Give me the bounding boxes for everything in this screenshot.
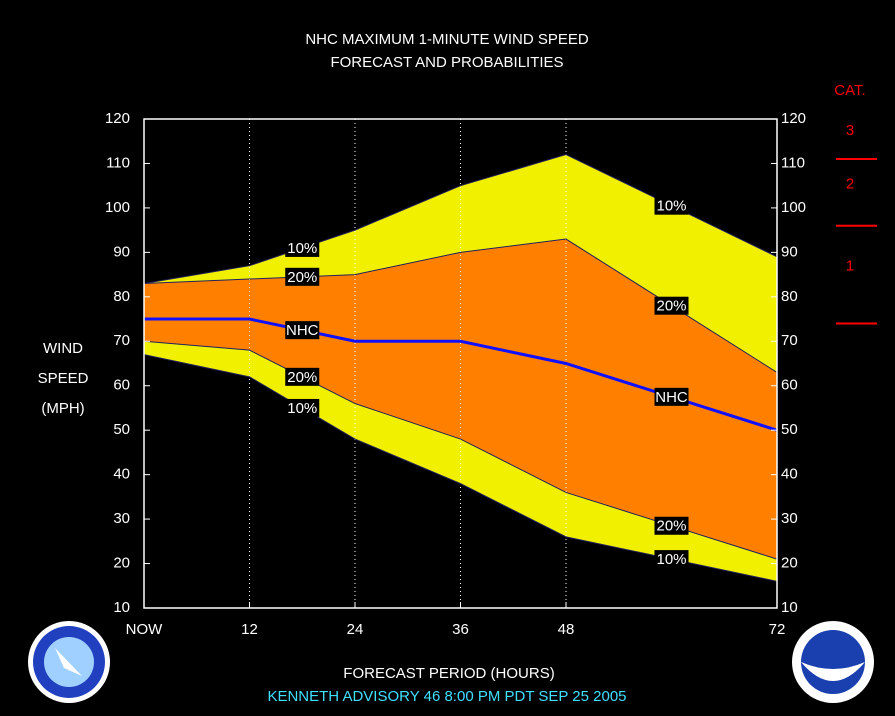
- label-box: [285, 367, 320, 386]
- label-box: [654, 196, 689, 215]
- y2-tick-label: 70: [781, 332, 798, 349]
- y-axis-label: (MPH): [41, 400, 84, 417]
- label-box: [285, 398, 320, 417]
- y-tick-label: 90: [113, 243, 130, 260]
- x-axis-label: FORECAST PERIOD (HOURS): [343, 665, 554, 682]
- series-label: NHC: [655, 389, 688, 406]
- y2-tick-label: 80: [781, 288, 798, 305]
- y2-tick-label: 50: [781, 421, 798, 438]
- y2-tick-label: 60: [781, 377, 798, 394]
- y-axis-label: SPEED: [38, 370, 89, 387]
- series-label: 20%: [656, 518, 686, 535]
- category-label: 2: [846, 175, 854, 192]
- series-label: 10%: [287, 400, 317, 417]
- y-tick-label: 40: [113, 466, 130, 483]
- x-tick-label: 48: [558, 621, 575, 638]
- chart-title: NHC MAXIMUM 1-MINUTE WIND SPEED: [305, 31, 589, 48]
- category-label: 3: [846, 122, 854, 139]
- label-box: [654, 550, 689, 569]
- label-box: [654, 387, 689, 406]
- y-tick-label: 70: [113, 332, 130, 349]
- y-tick-label: 30: [113, 510, 130, 527]
- y2-tick-label: 20: [781, 555, 798, 572]
- y2-tick-label: 90: [781, 243, 798, 260]
- series-label: 20%: [656, 298, 686, 315]
- chart-title: FORECAST AND PROBABILITIES: [330, 54, 563, 71]
- y-tick-label: 120: [105, 110, 130, 127]
- footer: KENNETH ADVISORY 46 8:00 PM PDT SEP 25 2…: [267, 688, 626, 705]
- noaa-logo: [792, 621, 874, 703]
- y-tick-label: 60: [113, 377, 130, 394]
- y-tick-label: 10: [113, 599, 130, 616]
- y2-tick-label: 100: [781, 199, 806, 216]
- y2-tick-label: 110: [781, 154, 805, 171]
- label-box: [654, 516, 689, 535]
- y2-tick-label: 10: [781, 599, 798, 616]
- category-title: CAT.: [834, 82, 865, 99]
- y-tick-label: 100: [105, 199, 130, 216]
- x-tick-label: 72: [769, 621, 786, 638]
- label-box: [285, 267, 320, 286]
- series-label: 10%: [656, 198, 686, 215]
- series-line: [143, 154, 778, 284]
- series-label: NHC: [286, 322, 319, 339]
- series-line: [144, 317, 778, 432]
- x-tick-label: 12: [241, 621, 258, 638]
- x-tick-label: 24: [347, 621, 364, 638]
- y2-tick-label: 30: [781, 510, 798, 527]
- y-tick-label: 80: [113, 288, 130, 305]
- series-label: 20%: [287, 369, 317, 386]
- y2-tick-label: 40: [781, 466, 798, 483]
- series-label: 10%: [287, 240, 317, 257]
- series-line: [143, 340, 778, 560]
- series-label: 20%: [287, 269, 317, 286]
- series-line: [143, 238, 778, 373]
- nws-logo: [28, 621, 110, 703]
- y-tick-label: 50: [113, 421, 130, 438]
- y-axis-label: WIND: [43, 340, 83, 357]
- y-tick-label: 20: [113, 555, 130, 572]
- x-tick-label: 36: [452, 621, 469, 638]
- x-tick-label: NOW: [126, 621, 164, 638]
- label-box: [654, 296, 689, 315]
- category-label: 1: [846, 258, 854, 275]
- series-label: 10%: [656, 551, 686, 568]
- label-box: [285, 238, 320, 257]
- y-tick-label: 110: [106, 154, 130, 171]
- series-line: [143, 354, 778, 582]
- y2-tick-label: 120: [781, 110, 806, 127]
- plot-frame: [143, 118, 778, 609]
- label-box: [285, 321, 320, 340]
